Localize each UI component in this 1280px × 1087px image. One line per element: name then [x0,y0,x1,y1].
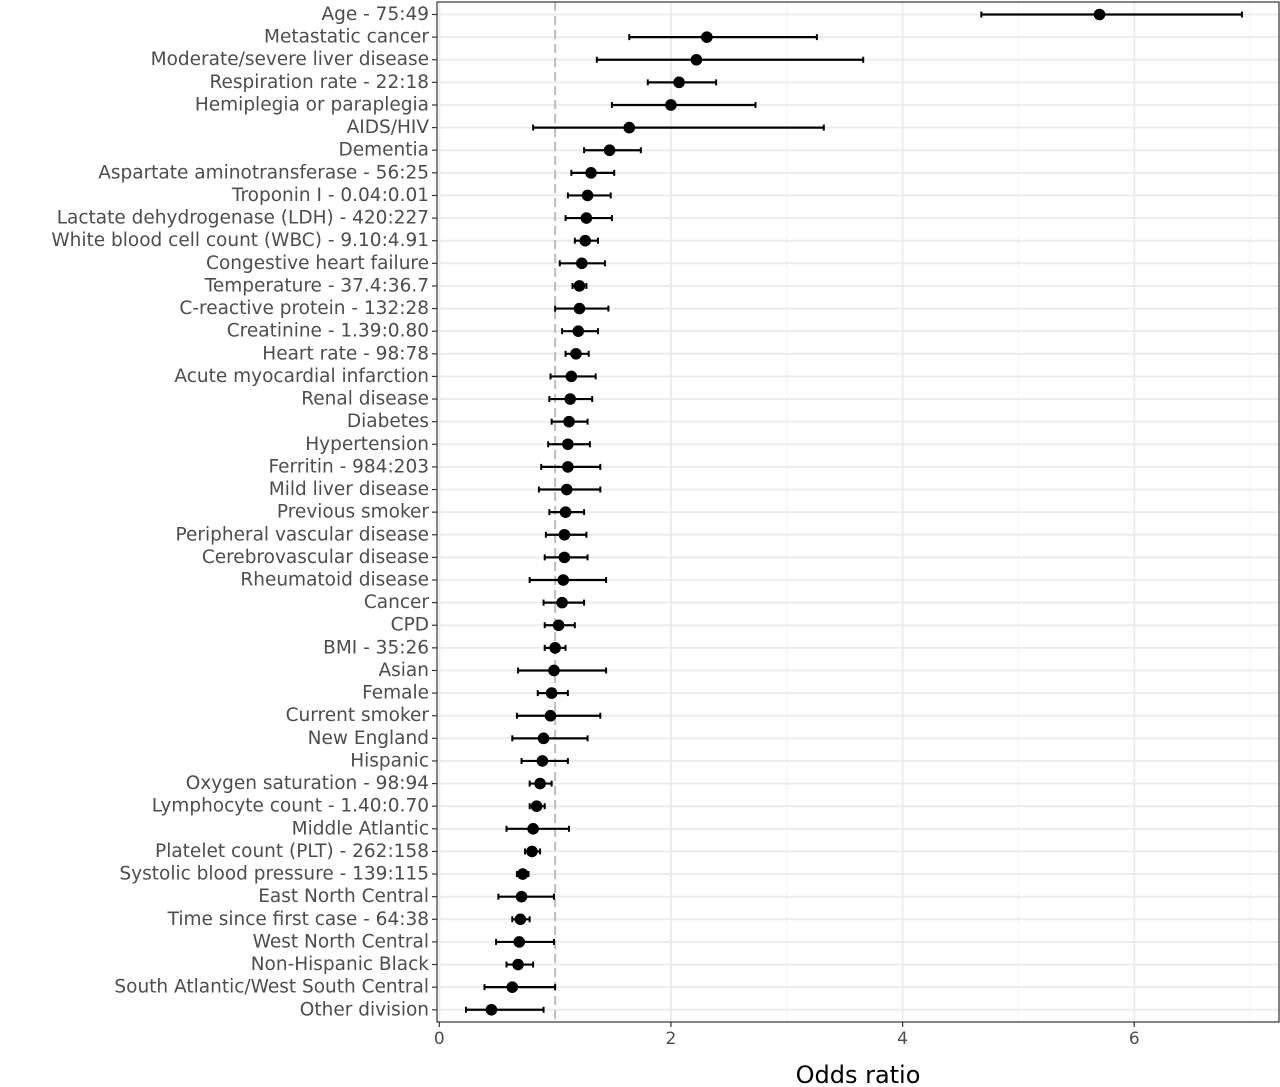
point-estimate [560,483,573,496]
y-tick-label: Platelet count (PLT) - 262:158 [155,841,429,862]
point-estimate [701,31,713,43]
y-tick-label: Female [362,683,429,704]
point-estimate [665,99,677,111]
x-tick-label: 0 [434,1029,445,1049]
y-tick-label: Acute myocardial infarction [174,366,429,387]
point-estimate [564,393,576,405]
y-tick-label: Cancer [364,592,430,613]
y-tick-label: West North Central [253,931,429,952]
point-estimate [585,167,597,179]
y-tick-label: Time since first case - 64:38 [167,909,429,930]
y-tick-label: Previous smoker [277,502,429,523]
point-estimate [570,348,582,360]
point-estimate [552,619,565,632]
x-tick-label: 4 [897,1029,908,1049]
y-tick-label: Age - 75:49 [321,4,429,25]
y-tick-label: New England [308,728,429,749]
x-tick-label: 2 [666,1029,677,1049]
point-estimate [526,845,538,858]
point-estimate [530,800,543,812]
y-tick-label: Metastatic cancer [264,27,429,48]
point-estimate [562,438,574,451]
point-estimate [581,189,594,202]
point-estimate [673,76,685,89]
y-tick-label: Diabetes [347,411,429,432]
point-estimate [563,415,575,428]
point-estimate [544,709,557,722]
y-tick-label: Respiration rate - 22:18 [209,72,429,93]
point-estimate [575,257,588,270]
point-estimate [623,121,636,134]
y-tick-label: White blood cell count (WBC) - 9.10:4.91 [51,230,429,251]
y-tick-label: Systolic blood pressure - 139:115 [119,864,429,885]
y-tick-label: Hispanic [350,750,429,771]
point-estimate [548,664,560,677]
point-estimate [579,234,592,247]
y-tick-label: Lymphocyte count - 1.40:0.70 [152,796,429,817]
point-estimate [512,958,524,971]
y-tick-label: Peripheral vascular disease [176,524,429,545]
y-tick-label: CPD [391,615,429,636]
y-tick-label: Other division [300,999,429,1020]
point-estimate [557,574,570,586]
y-tick-label: Hemiplegia or paraplegia [195,94,429,115]
x-axis: 0 2 4 6 [434,1022,1140,1049]
y-tick-label: Asian [379,660,430,681]
y-tick-label: Oxygen saturation - 98:94 [186,773,429,794]
point-estimate [515,890,528,903]
point-estimate [537,732,550,745]
y-tick-label: Renal disease [301,389,429,410]
point-estimate [516,868,529,880]
y-tick-label: AIDS/HIV [347,117,430,138]
y-tick-label: Current smoker [286,705,430,726]
y-tick-label: Troponin I - 0.04:0.01 [231,185,429,206]
y-tick-label: Congestive heart failure [206,253,429,274]
point-estimate [556,596,568,609]
point-estimate [573,280,586,292]
y-tick-label: Temperature - 37.4:36.7 [204,275,429,296]
point-estimate [558,551,571,564]
y-tick-label: Middle Atlantic [292,818,429,839]
point-estimate [513,936,526,948]
y-tick-label: Hypertension [305,434,429,455]
point-estimate [603,144,616,157]
y-tick-label: Heart rate - 98:78 [262,343,429,364]
y-tick-label: Lactate dehydrogenase (LDH) - 420:227 [57,208,429,229]
y-tick-label: Creatinine - 1.39:0.80 [227,321,429,342]
point-estimate [573,302,586,315]
point-estimate [562,461,574,473]
point-estimate [527,823,539,835]
point-estimates [485,8,1106,1016]
y-tick-label: Aspartate aminotransferase - 56:25 [98,162,429,183]
point-estimate [545,687,558,699]
y-tick-label: Rheumatoid disease [240,570,429,591]
y-tick-label: Moderate/severe liver disease [151,49,429,70]
y-tick-label: Dementia [339,140,430,161]
point-estimate [565,370,578,383]
y-tick-label: Non-Hispanic Black [251,954,430,975]
x-tick-label: 6 [1129,1029,1140,1049]
y-tick-label: Mild liver disease [269,479,429,500]
point-estimate [549,642,561,654]
y-tick-label: BMI - 35:26 [323,637,429,658]
point-estimate [485,1003,498,1016]
x-axis-title: Odds ratio [796,1061,921,1087]
y-tick-label: Cerebrovascular disease [202,547,429,568]
y-tick-label: South Atlantic/West South Central [114,977,429,998]
point-estimate [534,777,546,790]
point-estimate [690,53,703,66]
y-tick-label: East North Central [258,886,429,907]
point-estimate [514,913,527,926]
point-estimate [572,325,585,337]
point-estimate [559,506,572,518]
point-estimate [536,755,549,767]
point-estimate [1093,8,1106,21]
point-estimate [558,528,571,541]
y-tick-label: Ferritin - 984:203 [269,456,429,477]
point-estimate [506,981,519,993]
y-tick-label: C-reactive protein - 132:28 [179,298,429,319]
point-estimate [580,212,593,224]
